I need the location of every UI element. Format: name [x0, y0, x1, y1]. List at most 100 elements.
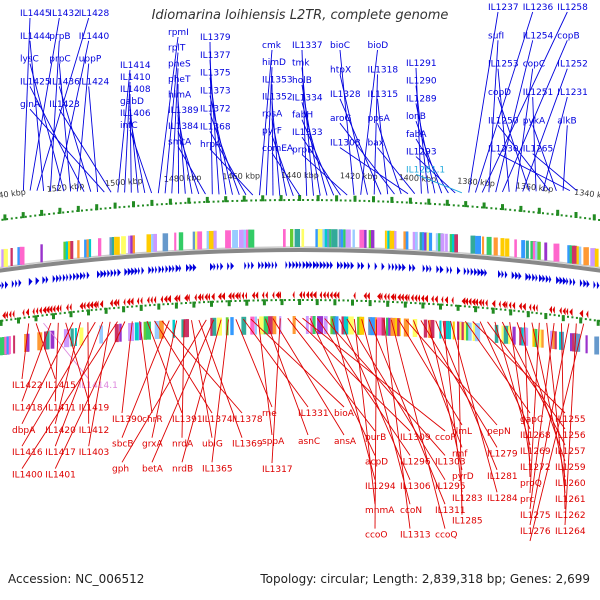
reverse-gene-arrow	[238, 291, 241, 300]
bottom-connector-line	[146, 320, 183, 414]
bottom-gene-label: gapC	[520, 415, 543, 425]
tick-dot	[48, 213, 51, 215]
tick-dot	[54, 312, 57, 315]
top-gene-label: pheS	[168, 59, 191, 69]
feature-block	[159, 320, 164, 339]
bottom-connector-line	[294, 317, 411, 432]
tick-dot	[396, 201, 399, 204]
tick-dot	[392, 301, 394, 303]
tick-dot	[443, 203, 446, 206]
top-connector-line	[301, 67, 314, 196]
tick-dot	[374, 300, 376, 303]
feature-block	[470, 235, 476, 254]
top-connector-line	[259, 49, 273, 196]
bottom-gene-label: nrdB	[172, 464, 193, 474]
reverse-gene-arrow	[160, 295, 163, 304]
forward-gene-arrow	[501, 270, 504, 279]
feature-block	[541, 329, 544, 348]
tick-dot	[486, 307, 489, 310]
tick-mark	[262, 299, 266, 306]
top-gene-label: IL1318	[368, 65, 399, 75]
forward-gene-arrow	[288, 261, 292, 269]
top-gene-label: IL1389	[168, 106, 199, 116]
forward-gene-arrow	[134, 267, 138, 276]
tick-mark	[579, 317, 583, 324]
reverse-gene-arrow	[22, 308, 25, 317]
feature-block	[387, 230, 391, 249]
tick-dot	[481, 206, 483, 209]
forward-gene-arrow	[244, 261, 247, 270]
tick-dot	[565, 214, 568, 217]
forward-gene-arrow	[535, 273, 538, 282]
top-connector-line	[415, 138, 449, 194]
top-gene-label: himD	[262, 58, 286, 68]
top-gene-label: IL1440	[79, 32, 110, 42]
feature-block	[145, 321, 151, 340]
tick-mark	[245, 299, 249, 306]
feature-block	[114, 236, 120, 255]
feature-block	[571, 245, 578, 264]
bottom-gene-label: ccoP	[435, 433, 456, 443]
bottom-connector-line	[242, 318, 309, 408]
tick-dot	[95, 308, 98, 311]
feature-block	[397, 318, 400, 337]
forward-gene-arrow	[422, 264, 426, 273]
feature-block	[583, 247, 589, 266]
forward-gene-arrow	[539, 274, 543, 283]
bottom-connector-line	[181, 319, 222, 463]
top-connector-line	[124, 81, 131, 193]
top-gene-label: copD	[488, 88, 511, 98]
feature-block	[248, 229, 255, 248]
tick-mark	[205, 196, 209, 203]
bottom-connector-line	[531, 322, 566, 478]
top-connector-line	[339, 122, 395, 195]
feature-block	[512, 326, 516, 345]
feature-block	[388, 317, 393, 336]
tick-mark	[132, 201, 135, 208]
tick-dot	[401, 301, 403, 304]
top-gene-label: uppP	[79, 55, 102, 65]
bottom-connector-line	[509, 322, 531, 462]
reverse-gene-arrow	[518, 302, 522, 311]
bottom-connector-line	[529, 323, 555, 510]
reverse-gene-arrow	[241, 291, 244, 300]
top-gene-label: bioD	[368, 41, 389, 51]
reverse-gene-arrow	[69, 303, 72, 312]
bottom-connector-line	[54, 321, 104, 447]
reverse-gene-arrow	[234, 291, 239, 300]
tick-dot	[239, 299, 241, 302]
top-connector-line	[209, 131, 247, 196]
tick-dot	[558, 314, 560, 317]
tick-dot	[167, 303, 169, 306]
feature-block	[419, 232, 425, 251]
top-connector-line	[301, 154, 348, 196]
reverse-gene-arrow	[116, 298, 120, 307]
feature-block	[230, 317, 234, 336]
bottom-gene-label: acpD	[365, 457, 388, 467]
forward-gene-arrow	[11, 280, 15, 289]
tick-mark	[279, 195, 283, 202]
tick-dot	[203, 201, 206, 203]
bottom-connector-line	[309, 318, 376, 456]
bottom-gene-label: IL1296	[400, 457, 431, 467]
tick-dot	[160, 203, 163, 206]
reverse-gene-arrow	[434, 295, 438, 304]
forward-gene-arrow	[5, 281, 9, 289]
bottom-connector-line	[21, 321, 96, 447]
feature-block	[553, 243, 560, 262]
feature-block	[576, 246, 580, 265]
forward-gene-arrow	[398, 263, 402, 272]
feature-block	[206, 231, 211, 249]
reverse-gene-arrow	[113, 298, 117, 307]
forward-gene-arrow	[292, 261, 296, 269]
top-connector-line	[157, 36, 179, 194]
reverse-gene-arrow	[153, 295, 157, 304]
tick-dot	[419, 302, 421, 305]
reverse-gene-arrow	[96, 300, 99, 309]
top-connector-line	[497, 153, 571, 192]
reverse-gene-arrow	[9, 310, 12, 319]
tick-mark	[40, 209, 44, 216]
forward-gene-arrow	[549, 275, 552, 284]
top-gene-label: fabH	[292, 111, 313, 121]
tick-dot	[377, 200, 380, 203]
